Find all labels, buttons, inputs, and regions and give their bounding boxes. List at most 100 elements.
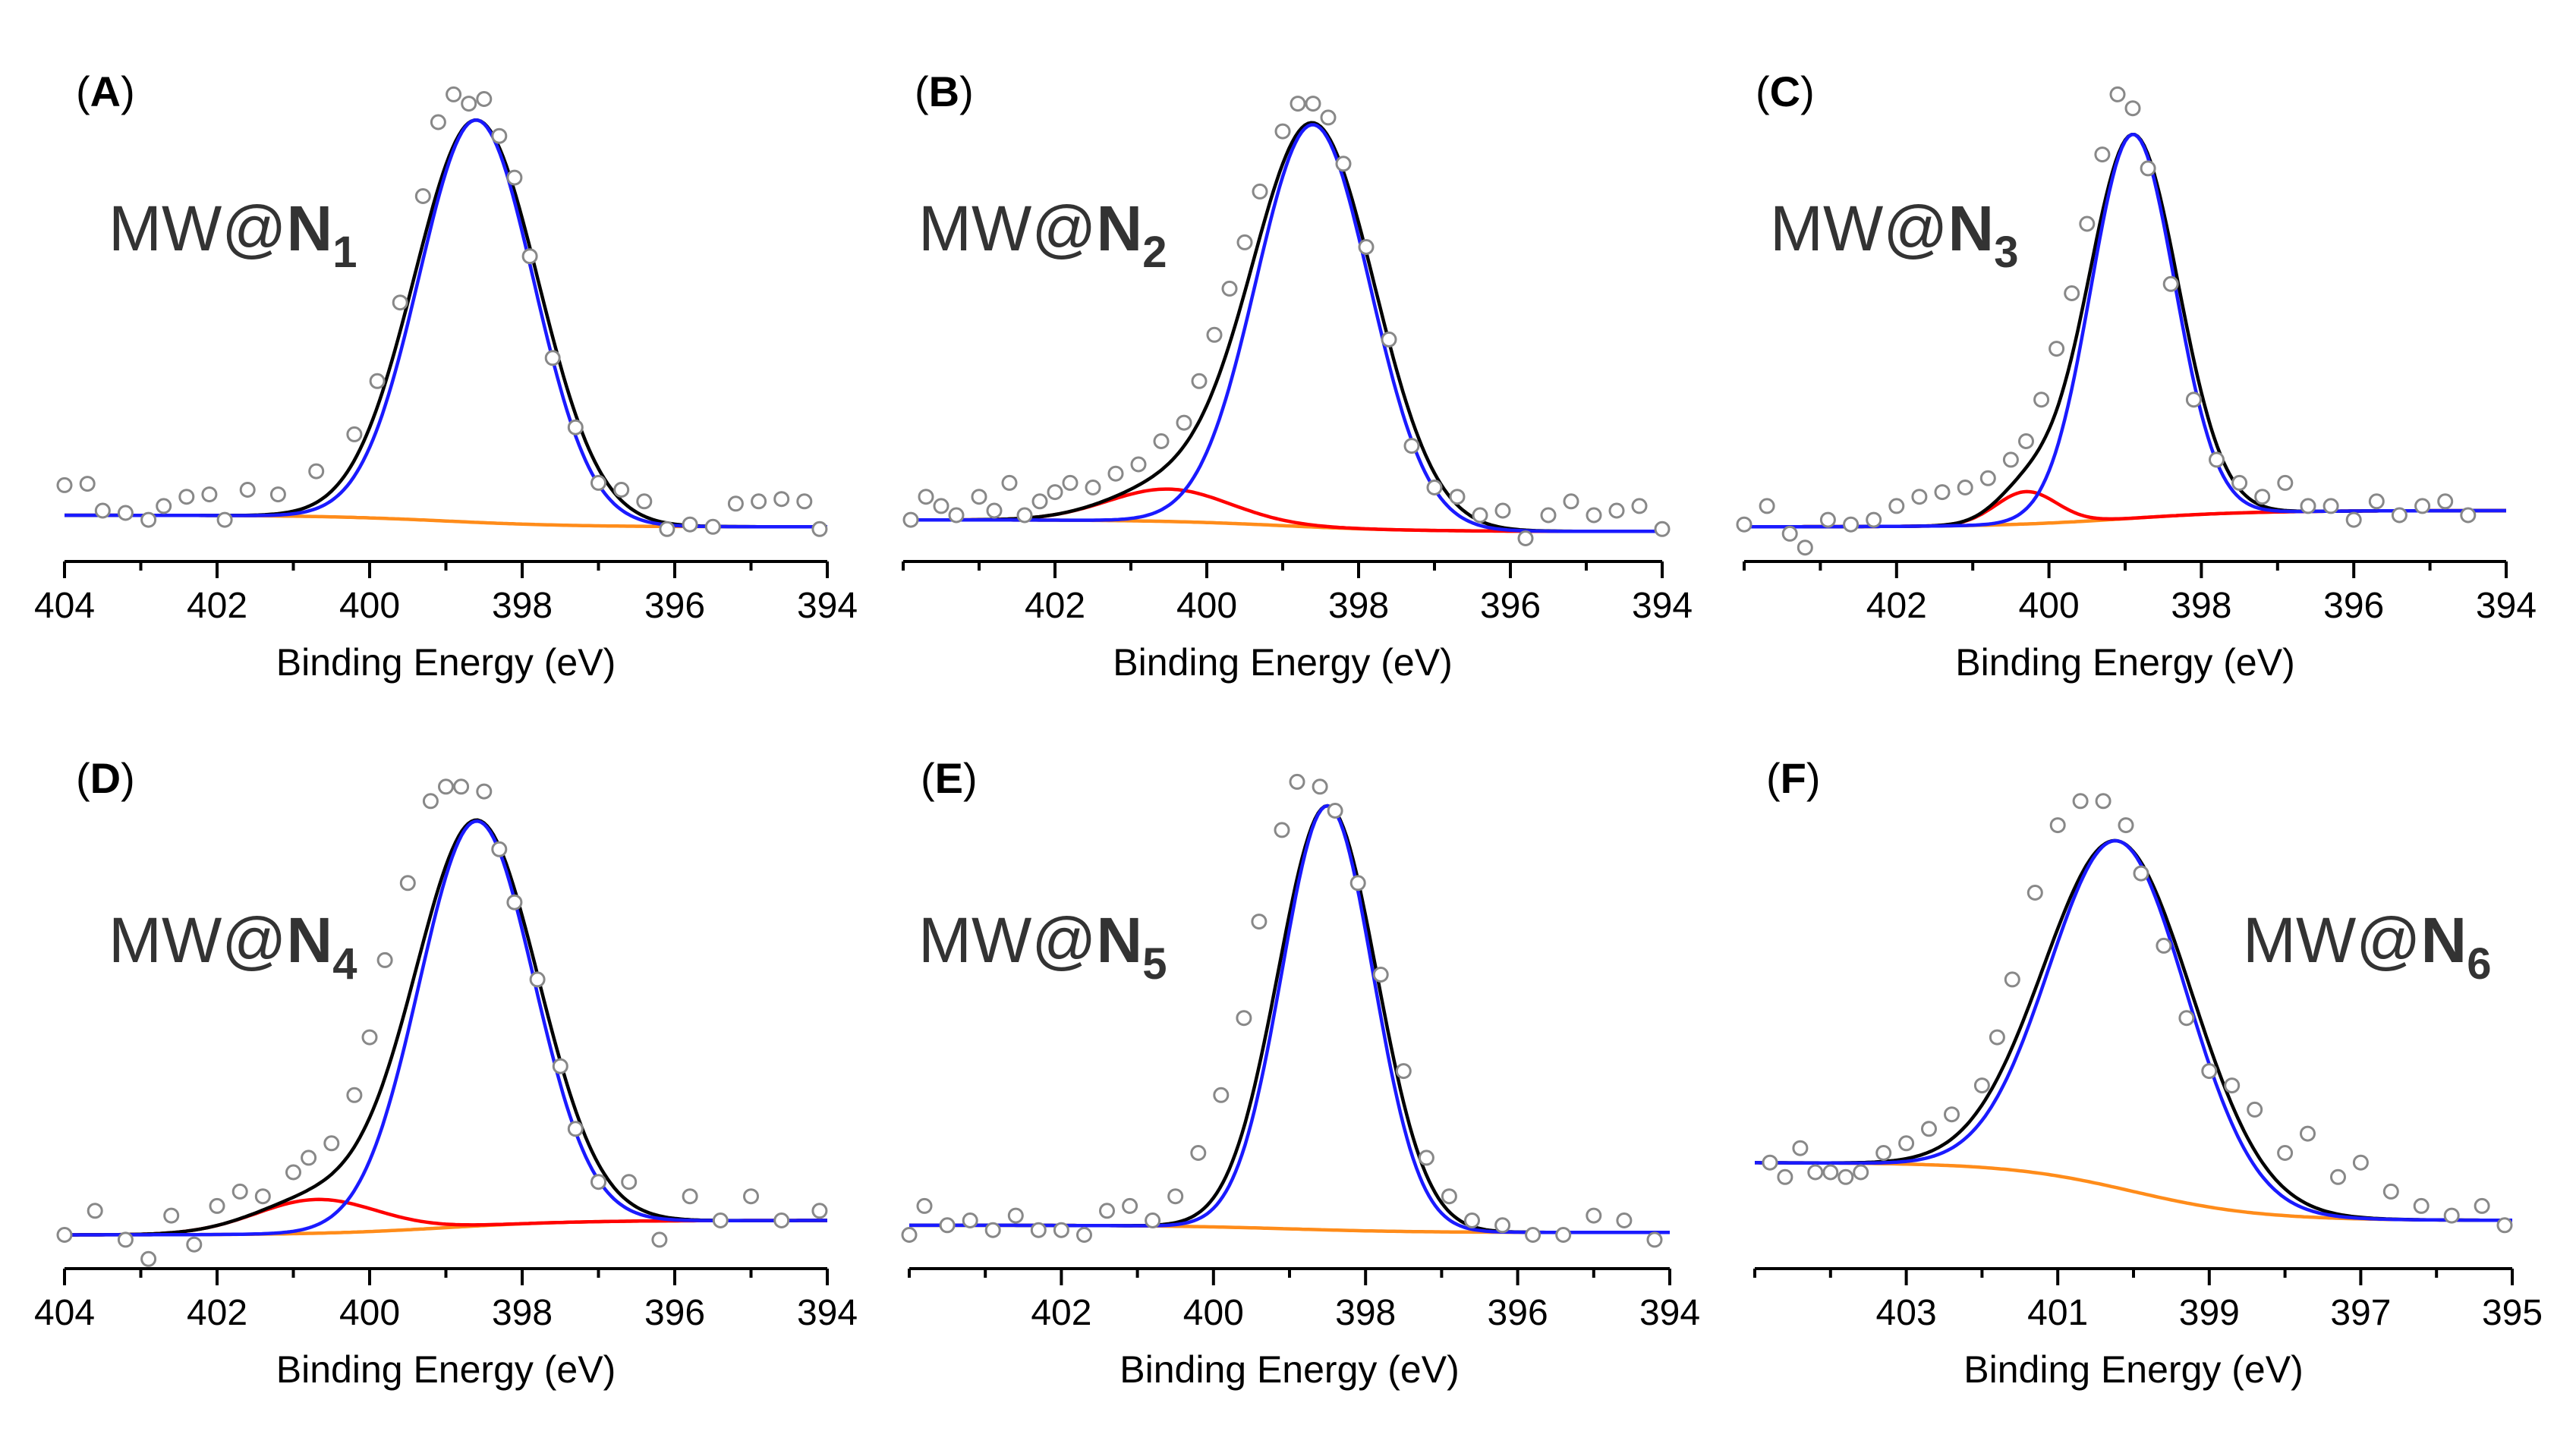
data-point [1989, 1029, 2005, 1046]
x-tick-label: 398 [492, 1293, 553, 1333]
panel-c: 402 400 398 396 394 Binding Energy (eV) (C) MW@… [1736, 68, 2537, 684]
data-point [1335, 156, 1352, 172]
sample-label: MW@N4 [109, 904, 357, 989]
data-point [544, 350, 561, 366]
x-tick-label: 399 [2179, 1293, 2240, 1333]
data-point [1167, 1188, 1184, 1205]
data-point [590, 1174, 606, 1190]
panel-letter: (A) [76, 68, 135, 115]
data-point [461, 96, 477, 112]
data-point [1290, 96, 1306, 112]
panel-d: 404 402 400 398 396 394 Binding Energy (eV) (D)… [34, 754, 858, 1391]
data-point [209, 1197, 225, 1214]
x-tick-label: 398 [1335, 1293, 1396, 1333]
x-tick-label: 404 [34, 586, 95, 626]
data-point [369, 373, 386, 389]
data-point [1853, 1164, 1869, 1181]
data-point [621, 1174, 638, 1190]
data-point [1289, 773, 1305, 790]
data-point [2413, 1197, 2430, 1214]
data-point [1047, 484, 1063, 501]
data-point [438, 778, 454, 795]
panel-letter: (F) [1766, 754, 1821, 802]
data-point [79, 476, 96, 492]
data-point [285, 1164, 301, 1181]
x-tick-label: 396 [2323, 586, 2384, 626]
data-point [2004, 971, 2020, 988]
data-point [376, 951, 393, 968]
data-point [2140, 160, 2156, 177]
data-point [178, 489, 195, 505]
data-point [2026, 885, 2043, 901]
data-point [1822, 1164, 1839, 1181]
data-point [430, 114, 446, 131]
data-point [1395, 1063, 1412, 1080]
data-point [491, 841, 508, 857]
data-point [1781, 525, 1798, 542]
data-point [682, 516, 698, 533]
x-tick-label: 404 [34, 1293, 95, 1333]
x-axis-title: Binding Energy (eV) [1955, 641, 2294, 684]
data-point [2460, 507, 2477, 524]
data-point [140, 1250, 157, 1267]
x-tick-label: 397 [2330, 1293, 2391, 1333]
x-tick-label: 398 [492, 586, 553, 626]
data-point [1312, 778, 1328, 795]
data-point [1122, 1197, 1138, 1214]
data-point [590, 474, 606, 491]
data-point [1206, 326, 1223, 343]
data-point [2277, 474, 2294, 491]
data-point [1305, 96, 1321, 112]
data-point [1213, 1087, 1230, 1103]
main-peak-curve [1755, 838, 2512, 1222]
data-point [392, 294, 408, 311]
total-fit-curve [909, 804, 1670, 1234]
data-point [918, 489, 934, 505]
data-point [323, 1135, 340, 1152]
data-point [1099, 1203, 1115, 1219]
data-point [1426, 480, 1443, 495]
data-point [1911, 489, 1928, 505]
data-point [552, 1058, 568, 1074]
x-axis-title: Binding Energy (eV) [1963, 1348, 2303, 1391]
data-point [1608, 502, 1625, 519]
data-point [1898, 1135, 1915, 1152]
data-point [1062, 474, 1079, 491]
data-point [1934, 484, 1951, 501]
data-point [2345, 511, 2362, 528]
data-point [2124, 100, 2141, 117]
x-tick-label: 395 [2482, 1293, 2543, 1333]
data-point [1973, 1077, 1990, 1094]
data-point [1381, 331, 1397, 348]
x-tick-label: 401 [2027, 1293, 2088, 1333]
data-point [1838, 1168, 1854, 1185]
data-point [1792, 1140, 1809, 1156]
data-point [1076, 1227, 1092, 1243]
data-point [2095, 793, 2112, 810]
data-point [948, 507, 965, 524]
data-point [2474, 1197, 2490, 1214]
data-point [2368, 493, 2385, 510]
x-tick-label: 402 [1025, 586, 1085, 626]
data-point [1555, 1227, 1572, 1243]
data-point [506, 169, 523, 186]
data-point [1875, 1145, 1892, 1161]
data-point [1274, 123, 1291, 140]
data-point [2437, 493, 2454, 510]
data-point [1517, 530, 1534, 546]
data-point [2072, 793, 2089, 810]
x-tick-label: 394 [1639, 1293, 1700, 1333]
sample-label: MW@N6 [2243, 904, 2491, 989]
data-point [2094, 146, 2111, 163]
data-point [1001, 474, 1018, 491]
data-point [269, 486, 286, 503]
data-point [2079, 215, 2096, 232]
x-tick-label: 396 [1480, 586, 1541, 626]
data-point [2391, 507, 2408, 524]
data-point [2162, 275, 2179, 292]
data-point [2118, 817, 2134, 834]
data-point [933, 498, 949, 514]
data-point [2133, 865, 2149, 882]
x-axis-title: Binding Energy (eV) [1113, 641, 1452, 684]
